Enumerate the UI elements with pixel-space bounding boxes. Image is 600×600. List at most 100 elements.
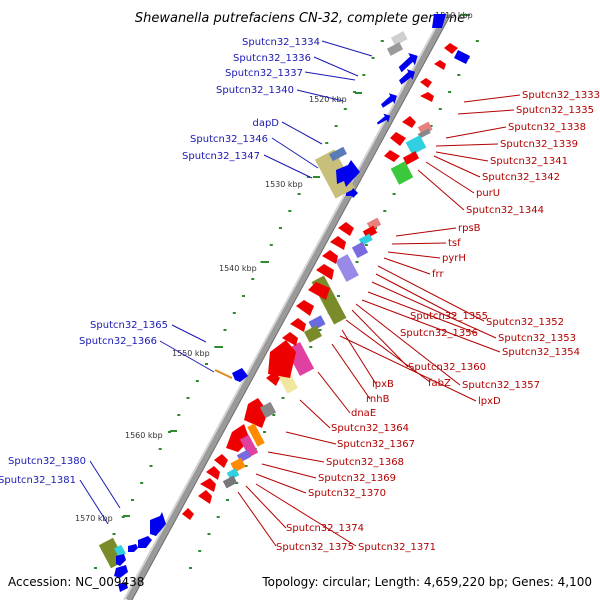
- gene-label: Sputcn32_1365: [90, 320, 168, 331]
- gene-arrow: [266, 372, 280, 386]
- guide-dot: [281, 397, 285, 399]
- gene-label: Sputcn32_1354: [502, 347, 580, 358]
- gene-label: Sputcn32_1367: [337, 439, 415, 450]
- gene-label: Sputcn32_1381: [0, 475, 76, 486]
- gene-arrow: [290, 318, 306, 332]
- gene-arrow: [384, 150, 400, 162]
- gene-block-pink: [366, 217, 382, 231]
- gene-arrow: [444, 43, 458, 54]
- left-leaders: [79, 40, 373, 525]
- gene-block-pink: [417, 121, 433, 136]
- gene-arrow-large: [268, 340, 296, 378]
- gene-label: lpxD: [478, 396, 501, 407]
- guide-dot: [272, 414, 276, 416]
- gene-block: [390, 31, 408, 46]
- gene-arrow: [150, 512, 166, 536]
- gene-label: Sputcn32_1346: [190, 134, 268, 145]
- guide-dot: [232, 312, 236, 314]
- gene-label: Sputcn32_1337: [225, 68, 303, 79]
- gene-label: Sputcn32_1370: [308, 488, 386, 499]
- gene-label: Sputcn32_1341: [490, 156, 568, 167]
- guide-dot: [306, 176, 310, 178]
- gene-label: Sputcn32_1356: [400, 328, 478, 339]
- tick-label: 1560 kbp: [125, 431, 163, 440]
- gene-block-magenta: [239, 434, 259, 458]
- gene-arrow-small: [128, 544, 138, 552]
- guide-dot: [94, 567, 97, 569]
- gene-block: [386, 42, 404, 56]
- gene-block-orange: [247, 423, 265, 447]
- guide-dot: [355, 261, 359, 263]
- guide-dot: [288, 210, 292, 212]
- guide-dot: [475, 40, 479, 42]
- gene-arrow: [244, 398, 268, 428]
- guide-dot: [364, 244, 368, 246]
- gene-arrow: [432, 14, 446, 28]
- gene-block-lavender: [335, 254, 359, 282]
- gene-arrow: [214, 454, 228, 468]
- guide-dot: [131, 499, 134, 501]
- guide-dot: [362, 74, 366, 76]
- right-gene-labels: Sputcn32_1333 Sputcn32_1335 Sputcn32_133…: [276, 90, 600, 553]
- guide-dot: [325, 142, 329, 144]
- gene-block-cyan: [405, 135, 427, 155]
- leader-lines: [79, 40, 521, 547]
- guide-dot: [448, 91, 452, 93]
- gene-arrow: [420, 92, 434, 102]
- guide-dot: [438, 108, 442, 110]
- genome-backbone: [123, 12, 452, 600]
- guide-dot: [186, 397, 190, 399]
- gene-block-gray: [259, 401, 277, 419]
- guide-dot: [343, 108, 347, 110]
- gene-arrow-small: [346, 188, 358, 198]
- gene-arrow: [322, 250, 338, 264]
- gene-arrow: [381, 93, 397, 108]
- map-title: Shewanella putrefaciens CN-32, complete …: [135, 11, 465, 26]
- gene-label: Sputcn32_1369: [318, 473, 396, 484]
- gene-arrow: [402, 116, 416, 128]
- gene-label: fabZ: [428, 378, 451, 389]
- guide-dot: [334, 125, 338, 127]
- guide-dot: [318, 329, 322, 331]
- gene-arrow: [330, 236, 346, 250]
- gene-label: Sputcn32_1375: [276, 542, 354, 553]
- gene-label: Sputcn32_1352: [486, 317, 564, 328]
- gene-block-orange: [230, 457, 246, 473]
- guide-dot: [207, 533, 211, 535]
- gene-label: pyrH: [442, 253, 466, 264]
- reverse-strand-genes: [182, 43, 470, 520]
- guide-dot: [269, 244, 273, 246]
- guide-dot: [242, 295, 245, 297]
- guide-dot: [374, 227, 377, 229]
- gene-arrow-small: [114, 565, 128, 578]
- gene-label: Sputcn32_1347: [182, 151, 260, 162]
- guide-dot: [216, 516, 220, 518]
- gene-arrow: [308, 282, 330, 300]
- gene-arrow: [398, 52, 418, 73]
- guide-dot: [309, 346, 313, 348]
- accession-label: Accession: NC_009438: [8, 575, 144, 589]
- gene-label: dapD: [252, 118, 279, 129]
- gene-label: Sputcn32_1344: [466, 205, 544, 216]
- gene-arrow-blue: [454, 50, 470, 64]
- gene-label: Sputcn32_1360: [408, 362, 486, 373]
- gene-arrow: [198, 490, 212, 504]
- left-gene-labels: Sputcn32_1334 Sputcn32_1336 Sputcn32_133…: [0, 37, 320, 486]
- genome-summary: Topology: circular; Length: 4,659,220 bp…: [261, 575, 592, 589]
- gene-block-purple: [308, 315, 326, 331]
- guide-dot: [189, 567, 192, 569]
- guide-dot: [112, 533, 116, 535]
- forward-strand-genes: [98, 14, 446, 592]
- gene-block-gray: [222, 475, 238, 489]
- guide-dot: [198, 550, 202, 552]
- gene-label: Sputcn32_1371: [358, 542, 436, 553]
- gene-block-blue: [329, 146, 347, 162]
- gene-block-green: [390, 161, 414, 185]
- gene-label: Sputcn32_1355: [410, 311, 488, 322]
- tick-label: 1550 kbp: [172, 349, 210, 358]
- gene-arrow-small: [118, 582, 128, 592]
- gene-arrow-small: [116, 554, 126, 566]
- guide-dot: [205, 363, 208, 365]
- gene-arrow: [232, 368, 248, 382]
- gene-arrow: [399, 69, 415, 85]
